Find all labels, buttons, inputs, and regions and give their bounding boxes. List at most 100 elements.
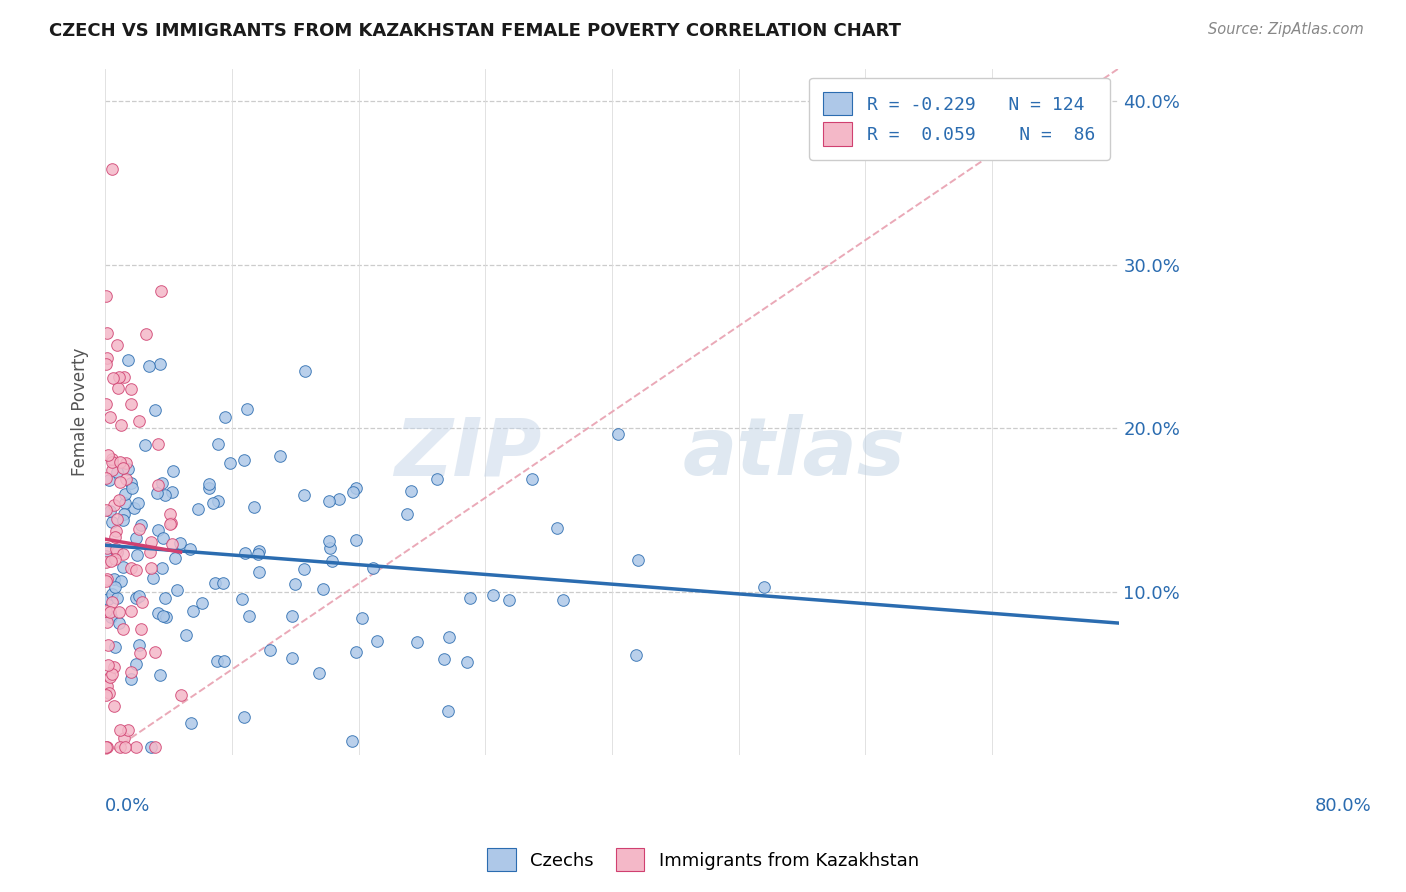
Point: [104, 524, 127, 539]
Point: [399, 484, 422, 499]
Point: [249, 544, 271, 558]
Point: [179, 541, 201, 556]
Point: [120, 476, 142, 491]
Point: [103, 698, 125, 713]
Point: [114, 496, 136, 510]
Point: [97, 448, 120, 462]
Point: [160, 537, 183, 551]
Point: [180, 715, 202, 730]
Point: [110, 417, 132, 432]
Point: [143, 645, 166, 659]
Point: [101, 666, 124, 681]
Point: [103, 659, 125, 673]
Point: [183, 604, 205, 618]
Point: [110, 455, 132, 469]
Point: [97, 592, 120, 607]
Point: [111, 559, 134, 574]
Point: [117, 352, 139, 367]
Legend: Czechs, Immigrants from Kazakhstan: Czechs, Immigrants from Kazakhstan: [479, 841, 927, 879]
Point: [94, 503, 117, 517]
Point: [481, 588, 503, 602]
Point: [101, 455, 124, 469]
Point: [246, 547, 269, 561]
Point: [108, 616, 131, 631]
Point: [148, 437, 170, 451]
Point: [131, 595, 153, 609]
Point: [103, 498, 125, 512]
Point: [308, 666, 330, 681]
Point: [546, 521, 568, 535]
Point: [112, 547, 135, 561]
Point: [242, 500, 264, 514]
Point: [153, 488, 176, 502]
Point: [281, 650, 304, 665]
Point: [120, 665, 142, 679]
Point: [426, 472, 449, 486]
Point: [96, 572, 118, 586]
Point: [311, 582, 333, 596]
Point: [134, 438, 156, 452]
Point: [108, 475, 131, 490]
Point: [121, 604, 143, 618]
Point: [117, 461, 139, 475]
Point: [146, 485, 169, 500]
Point: [145, 740, 167, 755]
Point: [98, 605, 121, 619]
Point: [125, 548, 148, 562]
Text: ZIP: ZIP: [394, 414, 541, 492]
Point: [96, 555, 118, 569]
Point: [129, 646, 152, 660]
Point: [197, 477, 219, 491]
Point: [97, 638, 120, 652]
Point: [101, 515, 124, 529]
Point: [96, 615, 118, 629]
Point: [752, 580, 775, 594]
Point: [152, 609, 174, 624]
Point: [212, 654, 235, 668]
Point: [204, 575, 226, 590]
Point: [98, 504, 121, 518]
Point: [135, 327, 157, 342]
Point: [117, 723, 139, 737]
Point: [96, 740, 118, 755]
Point: [433, 652, 456, 666]
Point: [139, 535, 162, 549]
Point: [101, 161, 124, 176]
Point: [436, 704, 458, 718]
Point: [128, 638, 150, 652]
Point: [627, 553, 650, 567]
Point: [233, 546, 256, 560]
Point: [520, 472, 543, 486]
Point: [94, 288, 117, 302]
Y-axis label: Female Poverty: Female Poverty: [72, 348, 89, 476]
Text: 80.0%: 80.0%: [1315, 797, 1372, 814]
Point: [125, 532, 148, 546]
Point: [125, 563, 148, 577]
Point: [115, 472, 138, 486]
Point: [110, 740, 132, 755]
Point: [162, 484, 184, 499]
Point: [238, 608, 260, 623]
Point: [606, 427, 628, 442]
Point: [366, 633, 388, 648]
Point: [97, 658, 120, 673]
Point: [439, 631, 461, 645]
Point: [247, 565, 270, 579]
Point: [292, 562, 315, 576]
Point: [166, 582, 188, 597]
Point: [111, 461, 134, 475]
Point: [105, 338, 128, 352]
Point: [107, 381, 129, 395]
Point: [198, 481, 221, 495]
Point: [142, 571, 165, 585]
Point: [498, 592, 520, 607]
Point: [284, 576, 307, 591]
Point: [94, 574, 117, 589]
Point: [120, 382, 142, 396]
Point: [105, 542, 128, 557]
Point: [120, 672, 142, 686]
Point: [122, 500, 145, 515]
Point: [100, 554, 122, 568]
Point: [149, 284, 172, 298]
Point: [202, 496, 225, 510]
